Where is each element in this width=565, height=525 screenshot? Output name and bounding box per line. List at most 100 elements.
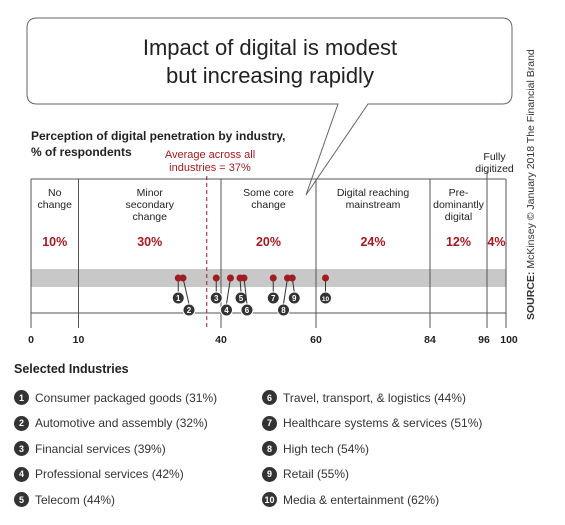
chart-title: Perception of digital penetration by ind… (31, 129, 285, 143)
point-badge-number: 5 (239, 294, 244, 303)
legend-item: 6 Travel, transport, & logistics (44%) (262, 385, 510, 411)
callout-line2: but increasing rapidly (166, 63, 374, 88)
callout-line1: Impact of digital is modest (143, 35, 397, 60)
segment-label-line: change (133, 211, 168, 223)
segment-label-line: dominantly (433, 199, 485, 211)
x-tick-label: 10 (73, 334, 85, 346)
point-leader (283, 277, 288, 305)
x-tick-label: 40 (215, 334, 227, 346)
number-badge: 9 (262, 466, 277, 482)
point-badge (209, 291, 223, 305)
point-badge (287, 291, 301, 305)
x-tick-label: 84 (424, 334, 436, 346)
point-badge (171, 291, 185, 305)
legend-item-label: Media & entertainment (62%) (283, 492, 440, 507)
legend-column-left: 1 Consumer packaged goods (31%) 2 Automoti… (14, 385, 262, 513)
legend-item-label: Telecom (44%) (35, 492, 116, 507)
segment-label-line: change (251, 199, 286, 211)
segment-percentage: 30% (137, 235, 162, 249)
distribution-band (31, 269, 506, 287)
x-tick-label: 96 (478, 334, 490, 346)
segment-percentage: 10% (42, 235, 67, 249)
callout-bubble (26, 17, 513, 196)
number-badge: 10 (262, 492, 277, 508)
segment-label-line: secondary (126, 199, 175, 211)
number-badge: 6 (262, 390, 277, 406)
number-badge: 7 (262, 415, 277, 431)
legend-item-label: Retail (55%) (283, 467, 350, 482)
legend-item-label: Healthcare systems & services (51%) (283, 416, 483, 431)
segment-percentage: 4% (487, 235, 505, 249)
legend-item: 3 Financial services (39%) (14, 436, 262, 462)
source-note: SOURCE: McKinsey © January 2018 The Fina… (523, 20, 539, 320)
segment-percentage: 12% (446, 235, 471, 249)
point-badge-number: 8 (281, 306, 286, 315)
data-point (212, 274, 220, 282)
legend-item-label: Consumer packaged goods (31%) (35, 390, 218, 405)
legend-item: 10 Media & entertainment (62%) (262, 487, 510, 513)
number-badge: 3 (14, 441, 29, 457)
segment-label-line: digitized (475, 163, 514, 175)
number-badge: 8 (262, 441, 277, 457)
legend-item: 5 Telecom (44%) (14, 487, 262, 513)
legend-item-label: Travel, transport, & logistics (44%) (283, 390, 466, 405)
segment-label-line: digital (445, 211, 472, 223)
point-badge-number: 2 (187, 306, 192, 315)
segment-label-line: Some core (243, 187, 294, 199)
data-point (288, 274, 296, 282)
legend: Selected Industries 1 Consumer packaged g… (14, 362, 534, 513)
average-label-line2: industries = 37% (169, 162, 251, 174)
point-badge-number: 6 (245, 306, 250, 315)
legend-item-label: Automotive and assembly (32%) (35, 416, 208, 431)
point-badge-number: 1 (176, 294, 181, 303)
legend-item-label: Professional services (42%) (35, 467, 184, 482)
point-badge (277, 303, 290, 317)
point-badge-number: 3 (214, 294, 219, 303)
point-badge (220, 303, 233, 317)
segment-percentage: 20% (256, 235, 281, 249)
x-tick-label: 60 (310, 334, 322, 346)
x-tick-label: 100 (500, 334, 518, 346)
chart-subtitle: % of respondents (31, 145, 132, 159)
point-badge-number: 9 (292, 294, 297, 303)
x-tick-label: 0 (28, 334, 34, 346)
point-leader (226, 277, 231, 305)
legend-title: Selected Industries (14, 362, 129, 376)
number-badge: 4 (14, 466, 29, 482)
source-prefix: SOURCE: (525, 271, 537, 320)
legend-item-label: Financial services (39%) (35, 441, 166, 456)
point-badge-number: 10 (322, 296, 330, 303)
segment-label-line: mainstream (346, 199, 401, 211)
segment-percentage: 24% (360, 235, 385, 249)
legend-item: 4 Professional services (42%) (14, 462, 262, 488)
point-badge-number: 7 (271, 294, 276, 303)
point-badge (240, 303, 254, 317)
segment-label-line: Fully (483, 151, 506, 163)
average-label-line1: Average across all (165, 149, 255, 161)
data-point (269, 274, 277, 282)
segment-label-line: Digital reaching (337, 187, 410, 199)
segment-label-line: change (38, 199, 73, 211)
legend-item: 8 High tech (54%) (262, 436, 510, 462)
point-badge (319, 291, 332, 305)
chart: Impact of digital is modest but increasi… (26, 17, 518, 346)
source-text: McKinsey © January 2018 The Financial Br… (525, 49, 537, 272)
number-badge: 5 (14, 492, 29, 508)
number-badge: 1 (14, 390, 29, 406)
data-point (322, 274, 329, 282)
point-badge (182, 303, 196, 317)
segment-label-line: Minor (137, 187, 164, 199)
segment-label-line: No (48, 187, 62, 199)
number-badge: 2 (14, 415, 29, 431)
legend-item: 1 Consumer packaged goods (31%) (14, 385, 262, 411)
data-point (179, 274, 187, 282)
legend-item: 2 Automotive and assembly (32%) (14, 411, 262, 437)
segment-label-line: Pre- (449, 187, 469, 199)
legend-item-label: High tech (54%) (283, 441, 370, 456)
data-point (240, 274, 248, 282)
point-leader (182, 277, 190, 305)
point-badge (266, 291, 280, 305)
data-point (227, 274, 234, 282)
point-badge-number: 4 (224, 306, 229, 315)
